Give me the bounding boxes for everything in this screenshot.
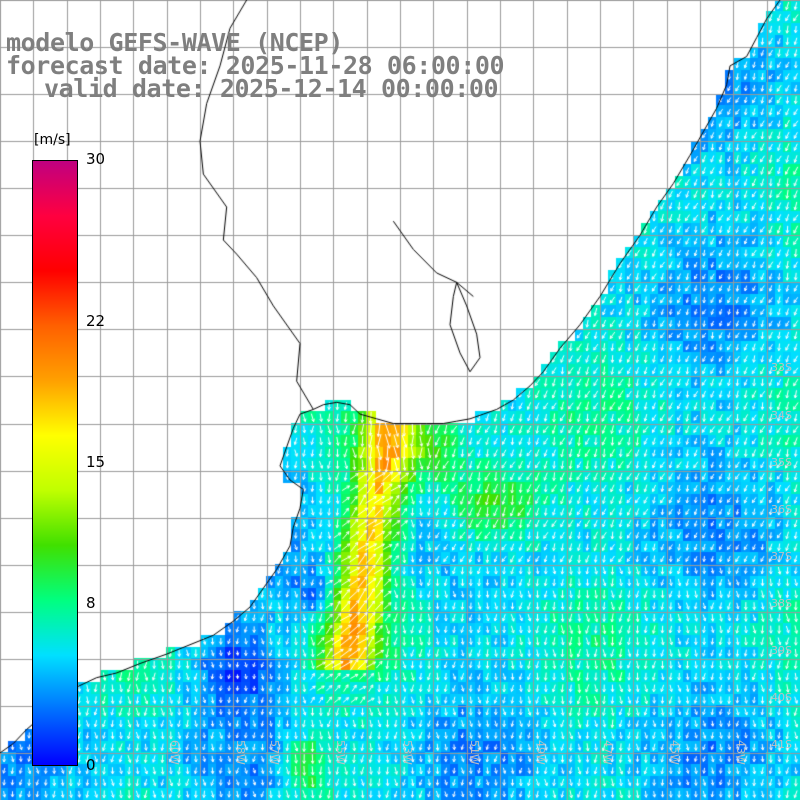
- latitude-label: 39S: [771, 643, 792, 657]
- longitude-label: 53W: [401, 740, 414, 765]
- colorbar-tick-label: 0: [86, 756, 96, 774]
- colorbar: [32, 160, 78, 766]
- colorbar-tick-label: 15: [86, 453, 106, 471]
- latitude-label: 38S: [771, 596, 792, 610]
- longitude-label: 49W: [534, 740, 548, 765]
- longitude-label: 60W: [167, 740, 181, 765]
- valid-date: valid date: 2025-12-14 00:00:00: [44, 74, 499, 103]
- longitude-label: 58W: [234, 740, 248, 765]
- latitude-label: 35S: [771, 455, 792, 469]
- colorbar-unit: [m/s]: [34, 132, 71, 148]
- latitude-label: 41S: [771, 737, 792, 751]
- latitude-label: 33S: [771, 361, 792, 375]
- longitude-label: 51W: [467, 740, 481, 765]
- longitude-label: 43W: [734, 740, 748, 765]
- model-title: modelo GEFS-WAVE (NCEP): [6, 28, 343, 57]
- latitude-label: 37S: [771, 549, 792, 563]
- latitude-label: 34S: [771, 408, 792, 422]
- latitude-label: 36S: [771, 502, 792, 516]
- longitude-label: 45W: [667, 740, 681, 765]
- longitude-label: 47W: [601, 740, 614, 765]
- colorbar-tick-label: 30: [86, 150, 106, 168]
- colorbar-tick-label: 8: [86, 594, 96, 613]
- longitude-label: 55W: [334, 740, 348, 765]
- colorbar-tick-label: 22: [86, 311, 106, 330]
- longitude-label: 57W: [267, 740, 281, 765]
- forecast-date: forecast date: 2025-11-28 06:00:00: [6, 51, 505, 80]
- latitude-label: 40S: [771, 690, 792, 704]
